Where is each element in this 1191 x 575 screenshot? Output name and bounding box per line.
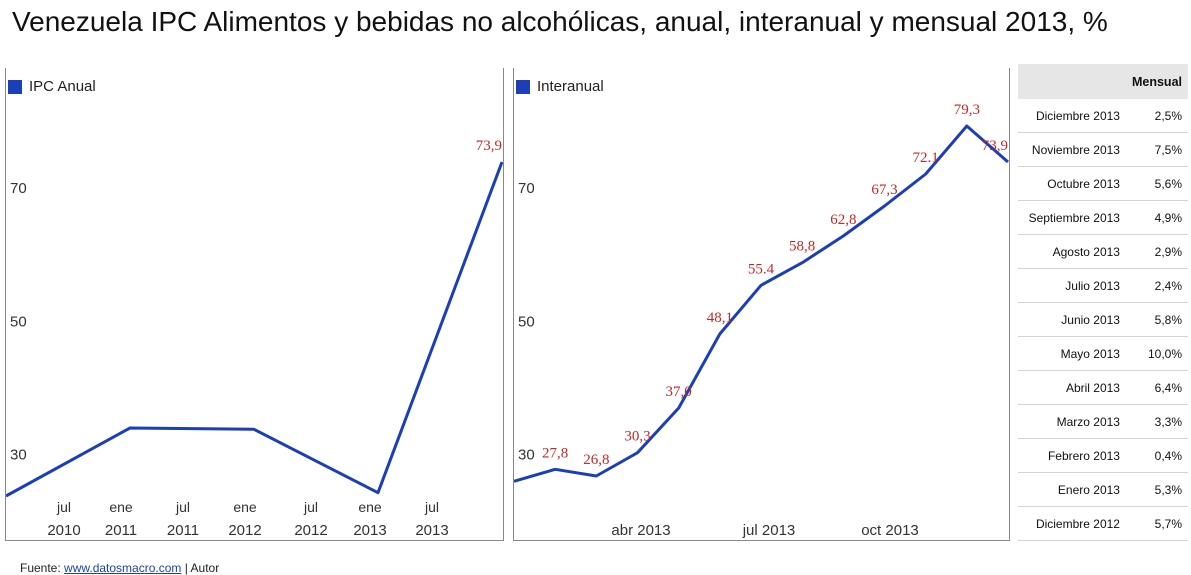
table-cell-valor: 5,8% xyxy=(1131,302,1188,337)
x-tick-label: 2011 xyxy=(105,522,137,539)
table-cell-mes: Julio 2013 xyxy=(1018,268,1132,303)
x-tick-label: 2011 xyxy=(167,522,199,539)
table-row: Abril 2013 6,4% xyxy=(1018,370,1188,405)
table-cell-valor: 0,4% xyxy=(1131,438,1188,473)
table-cell-valor: 10,0% xyxy=(1131,336,1188,371)
table-row: Agosto 2013 2,9% xyxy=(1018,234,1188,269)
table-cell-mes: Enero 2013 xyxy=(1018,472,1132,507)
interannual-chart-svg: 30 50 70 abr 2013 jul 2013 oct 2013 27,8 26,8 30… xyxy=(514,102,1009,539)
table-cell-mes: Mayo 2013 xyxy=(1018,336,1132,371)
table-row: Diciembre 2012 5,7% xyxy=(1018,506,1188,541)
y-tick-label: 50 xyxy=(10,313,27,330)
table-cell-mes: Junio 2013 xyxy=(1018,302,1132,337)
source-suffix: | Autor xyxy=(181,561,220,575)
table-cell-mes: Agosto 2013 xyxy=(1018,234,1132,269)
table-cell-mes: Abril 2013 xyxy=(1018,370,1132,405)
x-tick-label: 2012 xyxy=(294,522,327,539)
table-row: Marzo 2013 3,3% xyxy=(1018,404,1188,439)
x-tick-label: ene xyxy=(358,499,382,515)
data-label: 79,3 xyxy=(954,102,980,118)
annual-chart-panel: IPC Anual 30 50 70 jul 2010 ene 2011 jul 2011 ene… xyxy=(5,68,504,541)
table-cell-valor: 6,4% xyxy=(1131,370,1188,405)
y-tick-label: 70 xyxy=(10,180,27,197)
table-cell-valor: 2,9% xyxy=(1131,234,1188,269)
x-tick-label: jul xyxy=(175,499,190,515)
data-label: 37,0 xyxy=(666,384,692,400)
x-tick-label: 2013 xyxy=(415,522,448,539)
data-label: 72.1 xyxy=(913,150,939,166)
chart-title: Venezuela IPC Alimentos y bebidas no alc… xyxy=(12,6,1108,37)
x-tick-label: ene xyxy=(233,499,257,515)
data-label: 62,8 xyxy=(830,212,856,228)
y-tick-label: 50 xyxy=(518,313,535,330)
x-tick-label: 2012 xyxy=(228,522,261,539)
table-cell-valor: 5,3% xyxy=(1131,472,1188,507)
table-cell-mes: Octubre 2013 xyxy=(1018,166,1132,201)
series-line xyxy=(6,161,503,498)
table-cell-valor: 5,6% xyxy=(1131,166,1188,201)
data-label: 58,8 xyxy=(789,239,815,255)
table-header-row: Mensual xyxy=(1018,64,1188,99)
table-row: Julio 2013 2,4% xyxy=(1018,268,1188,303)
legend-label: Interanual xyxy=(537,78,604,95)
y-tick-label: 30 xyxy=(518,447,535,464)
x-tick-label: 2010 xyxy=(47,522,80,539)
interannual-chart-panel: Interanual 30 50 70 abr 2013 jul 2013 oct 201… xyxy=(513,68,1010,541)
table-row: Mayo 2013 10,0% xyxy=(1018,336,1188,371)
x-tick-label: 2013 xyxy=(353,522,386,539)
x-tick-label: jul xyxy=(303,499,318,515)
x-tick-label: ene xyxy=(109,499,133,515)
series-line xyxy=(514,124,1009,483)
data-label: 26,8 xyxy=(583,452,609,468)
table-row: Diciembre 2013 2,5% xyxy=(1018,99,1188,133)
source-prefix: Fuente: xyxy=(20,561,65,575)
table-cell-mes: Marzo 2013 xyxy=(1018,404,1132,439)
table-header-mensual: Mensual xyxy=(1131,64,1188,99)
table-row: Octubre 2013 5,6% xyxy=(1018,166,1188,201)
y-tick-label: 30 xyxy=(10,447,27,464)
table-cell-mes: Diciembre 2012 xyxy=(1018,506,1132,541)
annual-legend: IPC Anual xyxy=(8,78,96,95)
interannual-legend: Interanual xyxy=(516,78,604,95)
table-cell-mes: Diciembre 2013 xyxy=(1018,99,1132,133)
table-cell-mes: Noviembre 2013 xyxy=(1018,132,1132,167)
data-label: 27,8 xyxy=(542,445,568,461)
table-row: Enero 2013 5,3% xyxy=(1018,472,1188,507)
data-label: 67,3 xyxy=(871,182,897,198)
x-tick-label: jul xyxy=(424,499,439,515)
table-cell-mes: Septiembre 2013 xyxy=(1018,200,1132,235)
data-label: 30,3 xyxy=(624,429,650,445)
table-row: Junio 2013 5,8% xyxy=(1018,302,1188,337)
table-cell-valor: 4,9% xyxy=(1131,200,1188,235)
table-cell-mes: Febrero 2013 xyxy=(1018,438,1132,473)
annual-chart-svg: 30 50 70 jul 2010 ene 2011 jul 2011 ene 2012 jul 201… xyxy=(6,138,503,539)
x-tick-label: abr 2013 xyxy=(611,522,670,539)
table-row: Noviembre 2013 7,5% xyxy=(1018,132,1188,167)
monthly-table: Mensual Diciembre 2013 2,5% Noviembre 2013… xyxy=(1018,64,1188,541)
table-row: Septiembre 2013 4,9% xyxy=(1018,200,1188,235)
legend-swatch xyxy=(8,79,22,94)
data-label: 73,9 xyxy=(982,138,1008,154)
source-note: Fuente: www.datosmacro.com | Autor xyxy=(20,561,219,575)
data-label: 48,1 xyxy=(707,310,733,326)
table-cell-valor: 3,3% xyxy=(1131,404,1188,439)
y-tick-label: 70 xyxy=(518,180,535,197)
legend-swatch xyxy=(516,79,530,94)
x-tick-label: jul 2013 xyxy=(742,522,796,539)
x-tick-label: jul xyxy=(56,499,71,515)
table-cell-valor: 2,4% xyxy=(1131,268,1188,303)
source-link[interactable]: www.datosmacro.com xyxy=(64,561,182,575)
table-row: Febrero 2013 0,4% xyxy=(1018,438,1188,473)
monthly-table-panel: Mensual Diciembre 2013 2,5% Noviembre 2013… xyxy=(1018,64,1188,541)
table-cell-valor: 5,7% xyxy=(1131,506,1188,541)
table-body: Diciembre 2013 2,5% Noviembre 2013 7,5% Octu… xyxy=(1018,99,1188,541)
x-tick-label: oct 2013 xyxy=(861,522,919,539)
data-label: 55.4 xyxy=(748,261,775,277)
legend-label: IPC Anual xyxy=(29,78,96,95)
table-cell-valor: 2,5% xyxy=(1131,99,1188,133)
data-label: 73,9 xyxy=(476,138,502,154)
table-cell-valor: 7,5% xyxy=(1131,132,1188,167)
table-header-blank xyxy=(1018,64,1132,99)
